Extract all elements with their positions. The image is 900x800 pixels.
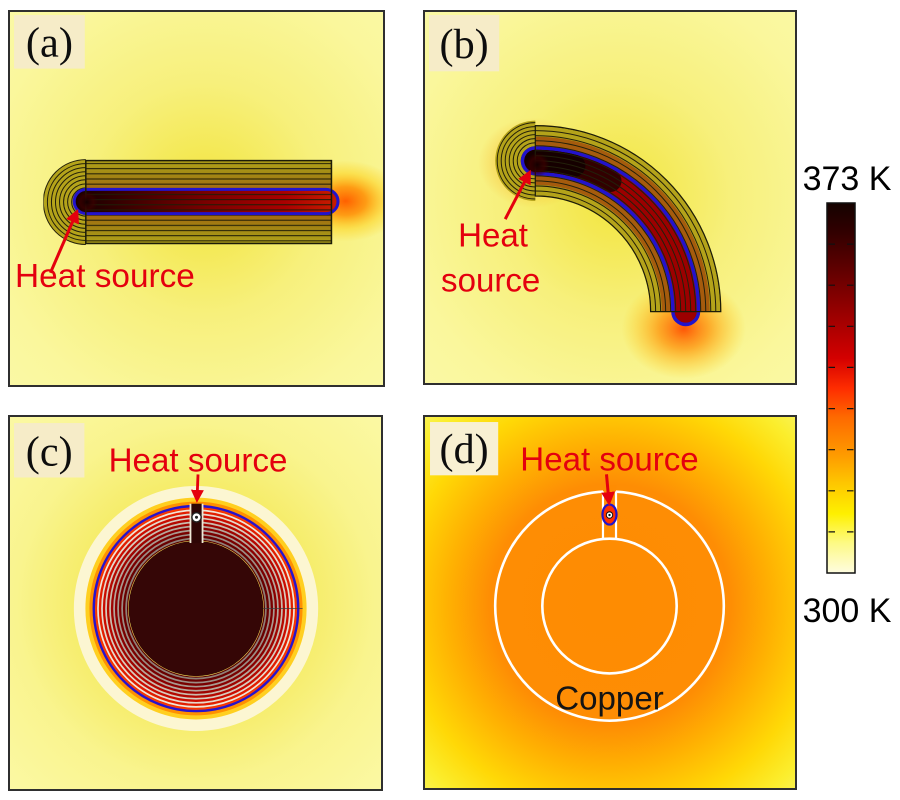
heat-source-label-line2: source (441, 262, 540, 299)
panel-label-box (430, 422, 499, 476)
panel-label: (d) (440, 426, 489, 473)
inner-circle (541, 537, 678, 675)
hot-core-disk (128, 541, 264, 677)
panel-label: (a) (26, 19, 73, 66)
layered-rod-structure (72, 159, 340, 245)
panel-label-box (429, 15, 500, 72)
heat-source-arrow (601, 474, 615, 506)
heat-source-point (525, 152, 550, 177)
heat-source-label: Heat source (15, 258, 195, 295)
panel-label-box (14, 15, 85, 69)
heat-source-arrow (190, 474, 204, 503)
rod-blue-outline (72, 187, 340, 216)
colorbar-min-label: 300 K (803, 592, 892, 630)
panel-d-heatmap-background (425, 417, 795, 788)
colorbar-ticks (828, 243, 854, 533)
panel-label-box (14, 423, 85, 478)
panel-c: Heat source (c) (8, 415, 383, 791)
panel-d: Heat source Copper (d) (423, 415, 797, 790)
colorbar: 373 K 300 K (790, 140, 900, 660)
bent-layered-structure (495, 120, 722, 327)
panel-b: Heat source (b) (423, 10, 797, 385)
panel-a: Heat source (a) (8, 10, 385, 387)
colorbar-gradient (826, 202, 856, 574)
material-label: Copper (555, 681, 664, 718)
heat-source-arrow (503, 169, 531, 220)
panel-label: (b) (440, 21, 489, 68)
spiral-ring-structure (73, 486, 319, 732)
colorbar-max-label: 373 K (803, 160, 892, 198)
panel-label: (c) (26, 428, 73, 475)
feed-slit (190, 503, 203, 544)
heat-source-label: Heat source (520, 441, 698, 478)
heat-source-point (75, 190, 98, 214)
heat-source-arrow (49, 208, 79, 274)
heat-source-label: Heat source (109, 442, 288, 479)
heat-source-label-line1: Heat (458, 217, 528, 254)
